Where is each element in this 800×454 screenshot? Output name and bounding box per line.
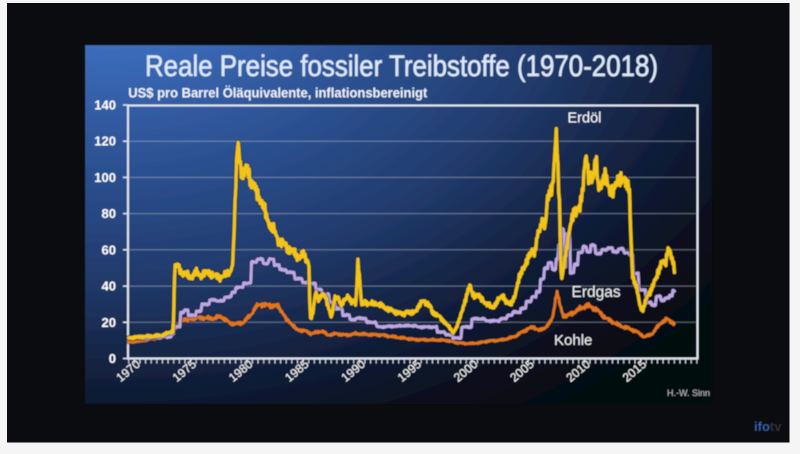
svg-text:140: 140 xyxy=(94,98,116,113)
svg-text:Reale Preise fossiler Treibsto: Reale Preise fossiler Treibstoffe (1970-… xyxy=(145,50,658,83)
svg-text:120: 120 xyxy=(94,134,116,149)
svg-text:US$ pro Barrel Öläquivalente,: US$ pro Barrel Öläquivalente, inflations… xyxy=(128,84,427,100)
svg-text:60: 60 xyxy=(102,242,116,257)
svg-text:80: 80 xyxy=(102,206,116,221)
svg-text:Erdöl: Erdöl xyxy=(568,111,602,127)
svg-text:Erdgas: Erdgas xyxy=(572,284,621,301)
svg-text:H.-W. Sinn: H.-W. Sinn xyxy=(667,388,710,398)
svg-text:ifotv: ifotv xyxy=(754,419,782,434)
svg-text:40: 40 xyxy=(102,279,116,294)
svg-text:20: 20 xyxy=(102,315,116,330)
svg-text:0: 0 xyxy=(109,351,116,366)
svg-text:Kohle: Kohle xyxy=(554,332,592,349)
svg-text:100: 100 xyxy=(94,170,116,185)
